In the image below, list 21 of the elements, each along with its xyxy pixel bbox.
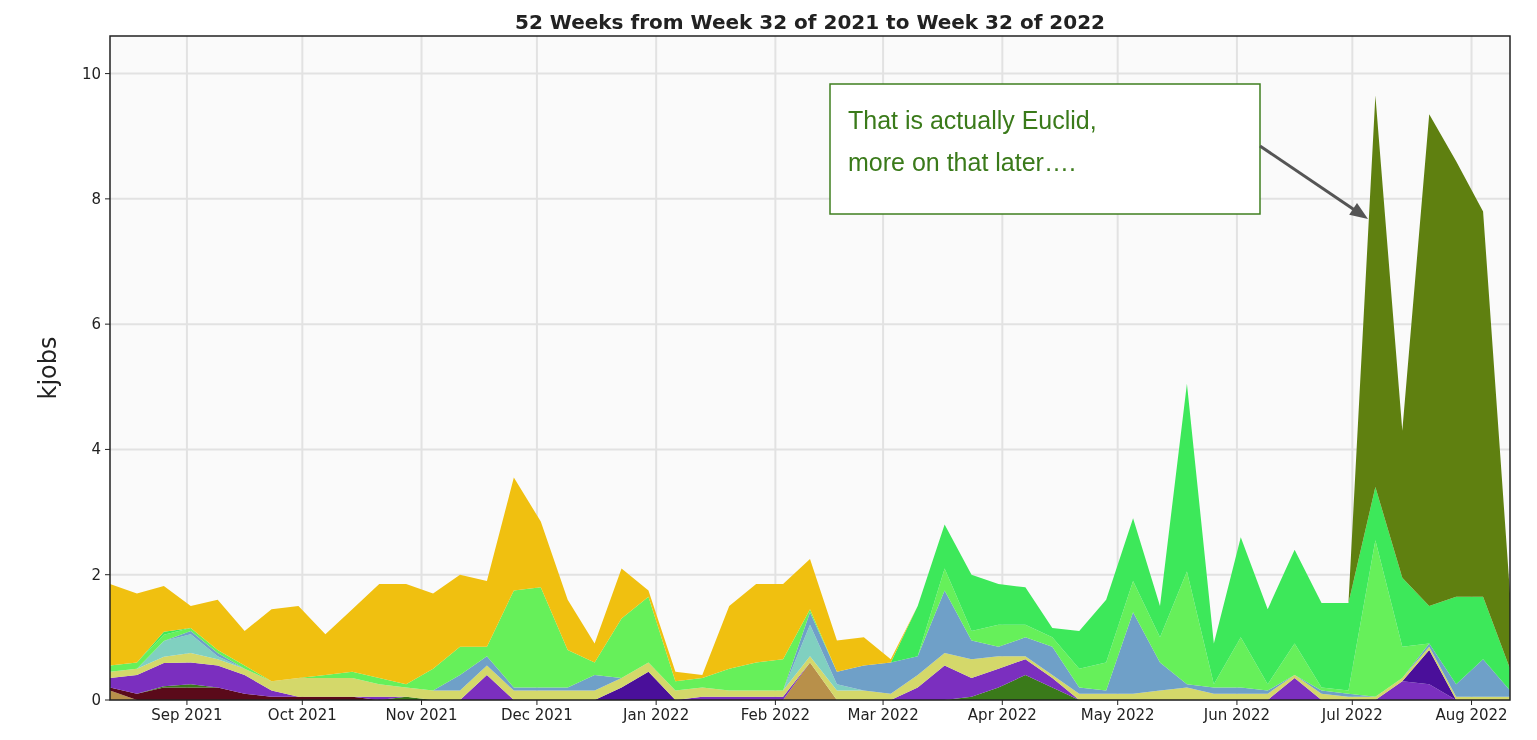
x-tick-label: Oct 2021	[267, 706, 337, 724]
chart-title: 52 Weeks from Week 32 of 2021 to Week 32 of 2022	[515, 10, 1105, 34]
y-tick-label: 0	[91, 691, 101, 709]
x-tick-label: Feb 2022	[740, 706, 811, 724]
x-tick-label: Nov 2021	[385, 706, 458, 724]
x-tick-label: Aug 2022	[1435, 706, 1508, 724]
x-tick-label: May 2022	[1080, 706, 1155, 724]
y-tick-label: 6	[91, 315, 101, 334]
x-tick-label: Apr 2022	[967, 706, 1037, 724]
x-tick-label: Jan 2022	[622, 706, 690, 724]
x-tick-label: Mar 2022	[847, 706, 919, 724]
y-axis-title: kjobs	[34, 336, 62, 400]
annotation: That is actually Euclid, more on that later….	[848, 106, 1097, 176]
y-tick-label: 8	[91, 189, 101, 208]
x-tick-label: Jul 2022	[1320, 706, 1383, 724]
y-tick-label: 10	[81, 64, 101, 83]
y-tick-label: 4	[91, 440, 101, 459]
x-tick-label: Jun 2022	[1202, 706, 1271, 724]
y-tick-label: 2	[91, 565, 101, 584]
x-tick-label: Dec 2021	[500, 706, 573, 724]
x-tick-label: Sep 2021	[151, 706, 223, 724]
